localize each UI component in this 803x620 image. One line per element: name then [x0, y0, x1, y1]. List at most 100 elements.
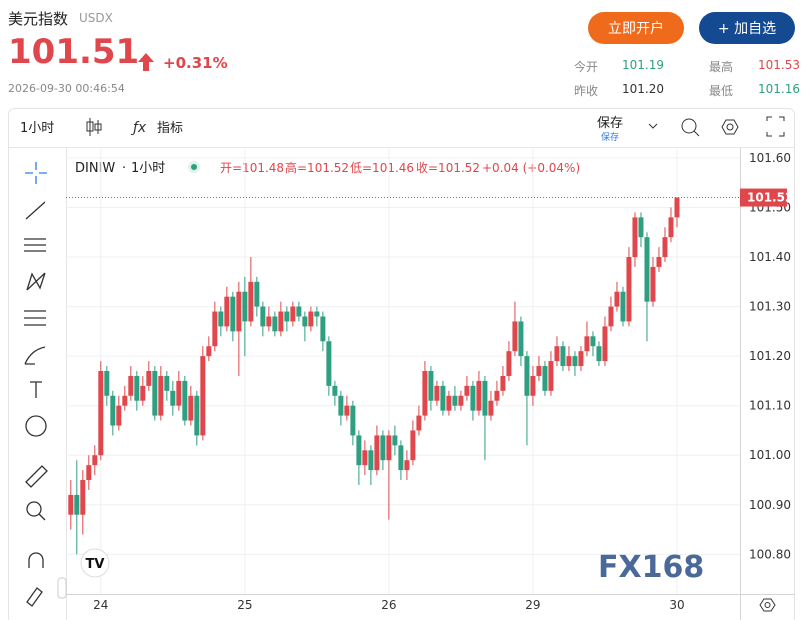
candle-body — [530, 375, 536, 396]
candle-body — [518, 321, 524, 357]
x-tick-label: 25 — [237, 598, 252, 612]
dropdown-icon[interactable] — [648, 123, 658, 129]
legend-interval: 1小时 — [131, 161, 165, 176]
y-tick-label: 101.30 — [749, 300, 791, 314]
candle-body — [458, 395, 464, 406]
candle-body — [410, 430, 416, 461]
candle-body — [320, 316, 326, 342]
candle-body — [272, 316, 278, 332]
y-tick-label: 100.90 — [749, 498, 791, 512]
candle-body — [482, 380, 488, 416]
candle-body — [500, 375, 506, 391]
change: +0.31% — [163, 54, 228, 72]
candle-body — [590, 336, 596, 347]
y-tick-label: 101.60 — [749, 151, 791, 165]
candle-body — [524, 356, 530, 396]
drawing-tools[interactable] — [24, 162, 48, 607]
candle-body — [104, 371, 110, 396]
ohlc-change: +0.04 (+0.04%) — [482, 161, 580, 175]
candle-body — [332, 385, 338, 396]
candle-body — [644, 237, 650, 302]
indicators-button[interactable]: 指标 — [157, 121, 183, 136]
candle-body — [98, 371, 104, 456]
candle-body — [626, 257, 632, 322]
candle-body — [416, 415, 422, 431]
settings-icon[interactable] — [759, 598, 776, 612]
legend-dot: · — [122, 161, 126, 176]
candle-body — [350, 405, 356, 436]
candle-body — [200, 356, 206, 436]
stat-label: 今开 — [574, 60, 599, 74]
ohlc-open: 开=101.48 — [220, 161, 284, 175]
fx-icon: ƒx — [130, 120, 147, 136]
save-button[interactable]: 保存 — [597, 116, 623, 131]
candle-body — [512, 321, 518, 352]
candle-body — [170, 390, 176, 406]
code: USDX — [79, 11, 113, 25]
candle-body — [404, 460, 410, 471]
candle-body — [164, 375, 170, 391]
candle-body — [614, 291, 620, 307]
ohlc-close: 收=101.52 — [416, 161, 480, 175]
timestamp: 2026-09-30 00:46:54 — [8, 82, 125, 95]
last-price-tag — [740, 188, 787, 207]
tv-logo-bg — [80, 548, 110, 578]
candle-body — [140, 385, 146, 401]
candle-body — [86, 465, 92, 481]
candle-body — [548, 361, 554, 391]
stat-label: 昨收 — [574, 84, 599, 98]
candle-body — [122, 395, 128, 406]
toolbar-icons[interactable] — [681, 116, 785, 137]
stat-value: 101.16 — [758, 82, 800, 96]
candle-body — [74, 494, 80, 515]
candle-body — [632, 217, 638, 258]
candle-body — [428, 371, 434, 401]
candle-body — [578, 351, 584, 367]
status-dot — [191, 164, 197, 170]
candle-body — [488, 400, 494, 416]
candle-body — [446, 395, 452, 411]
candle-body — [188, 395, 194, 421]
candle-body — [146, 371, 152, 386]
candle-type-button[interactable] — [86, 118, 102, 136]
candle-body — [68, 494, 74, 515]
y-tick-label: 100.80 — [749, 547, 791, 561]
candle-body — [134, 375, 140, 401]
open-account-button[interactable]: 立即开户 — [588, 12, 684, 44]
candle-body — [572, 356, 578, 367]
candle-body — [464, 385, 470, 396]
candle-body — [374, 435, 380, 471]
candle-body — [560, 346, 566, 367]
up-arrow — [138, 53, 154, 71]
candle-body — [296, 306, 302, 317]
candle-body — [662, 237, 668, 258]
candle-body — [362, 450, 368, 466]
candle-body — [176, 380, 182, 406]
candle-body — [608, 306, 614, 327]
candle-body — [182, 380, 188, 421]
candle-body — [314, 311, 320, 317]
candle-body — [290, 306, 296, 322]
stat-value: 101.20 — [622, 82, 664, 96]
candle-body — [668, 217, 674, 238]
candle-body — [128, 375, 134, 396]
candle-body — [638, 217, 644, 238]
interval-button[interactable]: 1小时 — [20, 121, 54, 136]
candle-body — [356, 435, 362, 466]
candle-body — [650, 266, 656, 302]
candle-body — [536, 366, 542, 376]
candle-body — [344, 405, 350, 416]
watchlist-button[interactable]: + 加自选 — [699, 12, 795, 44]
candle-body — [566, 356, 572, 367]
x-tick-label: 30 — [669, 598, 684, 612]
collapse-handle[interactable] — [57, 577, 67, 599]
candle-body — [422, 371, 428, 416]
candle-body — [542, 366, 548, 391]
candle-body — [260, 306, 266, 327]
candle-body — [308, 311, 314, 327]
candle-body — [554, 346, 560, 362]
candle-body — [206, 346, 212, 357]
candle-body — [656, 257, 662, 267]
